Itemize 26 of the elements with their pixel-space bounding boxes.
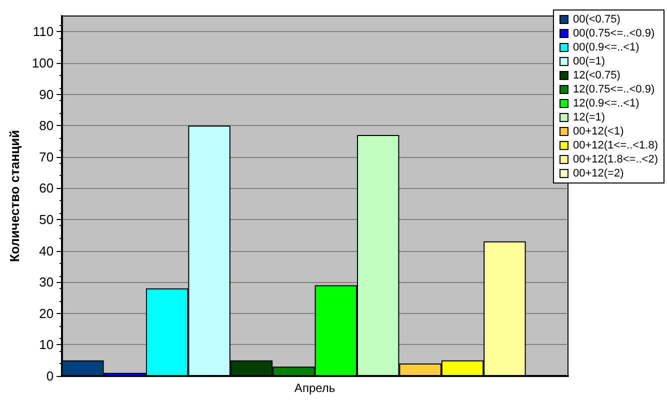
legend-label: 00(0.75<=..<0.9) [572, 28, 655, 40]
y-tick-label: 80 [39, 118, 54, 134]
y-tick-label: 10 [39, 337, 54, 352]
y-tick-label: 20 [39, 306, 54, 321]
legend-label: 12(0.75<=..<0.9) [572, 84, 655, 96]
legend-label: 00(<0.75) [572, 14, 620, 26]
legend-label: 12(=1) [572, 112, 606, 124]
legend-label: 12(<0.75) [572, 70, 620, 82]
y-axis-title: Количество станций [7, 130, 22, 262]
legend-label: 00(0.9<=..<1) [572, 42, 640, 54]
x-tick-label: Апрель [294, 381, 336, 395]
y-tick-label: 40 [39, 243, 54, 258]
legend-label: 00+12(1<=..<1.8) [572, 140, 658, 152]
y-tick-label: 0 [46, 368, 54, 384]
legend-label: 00+12(<1) [572, 126, 624, 138]
y-tick-label: 70 [39, 149, 54, 164]
legend-label: 12(0.9<=..<1) [572, 98, 640, 110]
y-tick-label: 50 [39, 212, 54, 227]
y-tick-label: 60 [39, 180, 54, 196]
y-tick-label: 100 [32, 55, 54, 70]
legend-label: 00+12(=2) [572, 168, 624, 180]
y-tick-label: 90 [39, 86, 54, 102]
legend-label: 00+12(1.8<=..<2) [572, 154, 658, 166]
y-tick-label: 30 [39, 274, 54, 290]
legend-label: 00(=1) [572, 56, 606, 68]
y-tick-label: 110 [32, 24, 54, 40]
